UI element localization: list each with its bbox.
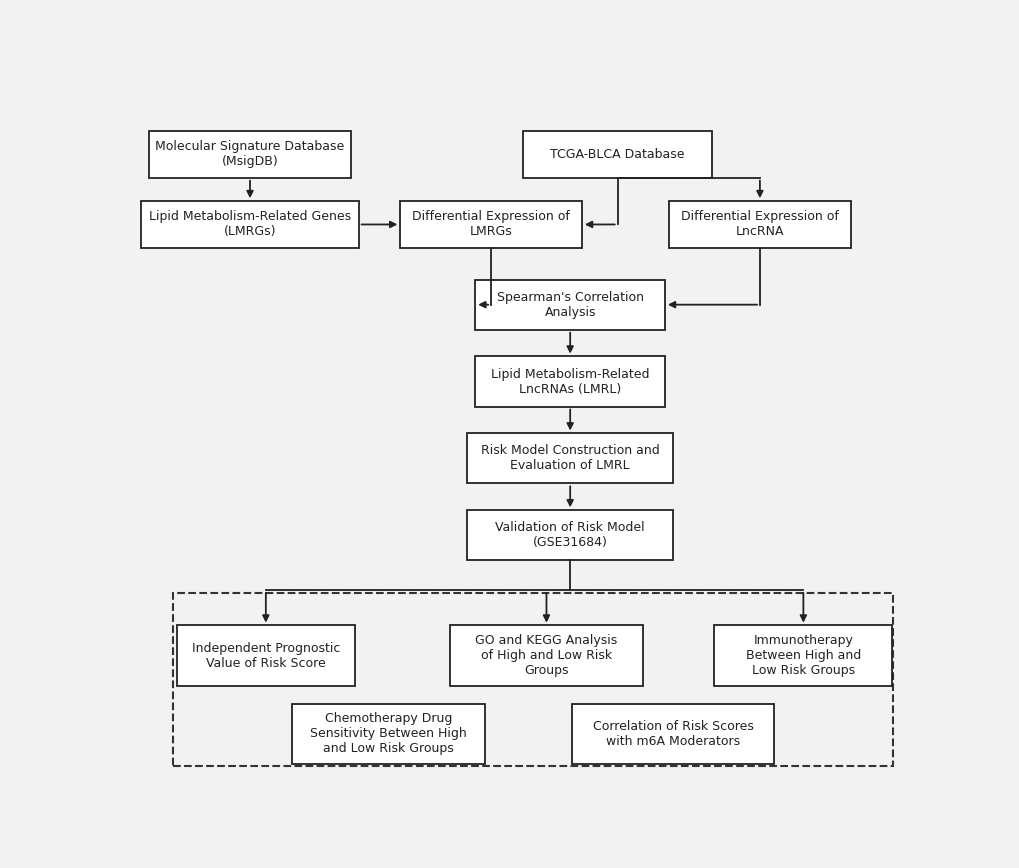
Text: Lipid Metabolism-Related
LncRNAs (LMRL): Lipid Metabolism-Related LncRNAs (LMRL) — [490, 367, 649, 396]
Bar — [173, 594, 892, 766]
FancyBboxPatch shape — [475, 279, 664, 330]
FancyBboxPatch shape — [713, 626, 892, 686]
FancyBboxPatch shape — [399, 201, 582, 248]
Text: Chemotherapy Drug
Sensitivity Between High
and Low Risk Groups: Chemotherapy Drug Sensitivity Between Hi… — [310, 713, 467, 755]
Text: Immunotherapy
Between High and
Low Risk Groups: Immunotherapy Between High and Low Risk … — [745, 634, 860, 677]
Text: Differential Expression of
LMRGs: Differential Expression of LMRGs — [412, 210, 570, 239]
Text: Risk Model Construction and
Evaluation of LMRL: Risk Model Construction and Evaluation o… — [480, 444, 659, 472]
FancyBboxPatch shape — [176, 626, 355, 686]
Text: Independent Prognostic
Value of Risk Score: Independent Prognostic Value of Risk Sco… — [192, 641, 339, 669]
FancyBboxPatch shape — [572, 704, 773, 764]
FancyBboxPatch shape — [475, 357, 664, 406]
FancyBboxPatch shape — [522, 131, 711, 178]
Text: Lipid Metabolism-Related Genes
(LMRGs): Lipid Metabolism-Related Genes (LMRGs) — [149, 210, 351, 239]
Text: Spearman's Correlation
Analysis: Spearman's Correlation Analysis — [496, 291, 643, 319]
FancyBboxPatch shape — [449, 626, 643, 686]
FancyBboxPatch shape — [668, 201, 850, 248]
Text: GO and KEGG Analysis
of High and Low Risk
Groups: GO and KEGG Analysis of High and Low Ris… — [475, 634, 616, 677]
Text: Molecular Signature Database
(MsigDB): Molecular Signature Database (MsigDB) — [155, 141, 344, 168]
Text: Differential Expression of
LncRNA: Differential Expression of LncRNA — [681, 210, 838, 239]
Text: Validation of Risk Model
(GSE31684): Validation of Risk Model (GSE31684) — [495, 522, 644, 549]
FancyBboxPatch shape — [142, 201, 359, 248]
FancyBboxPatch shape — [291, 704, 485, 764]
Text: Correlation of Risk Scores
with m6A Moderators: Correlation of Risk Scores with m6A Mode… — [592, 720, 753, 747]
FancyBboxPatch shape — [149, 131, 351, 178]
Text: TCGA-BLCA Database: TCGA-BLCA Database — [550, 148, 684, 161]
FancyBboxPatch shape — [467, 510, 673, 561]
FancyBboxPatch shape — [467, 433, 673, 483]
